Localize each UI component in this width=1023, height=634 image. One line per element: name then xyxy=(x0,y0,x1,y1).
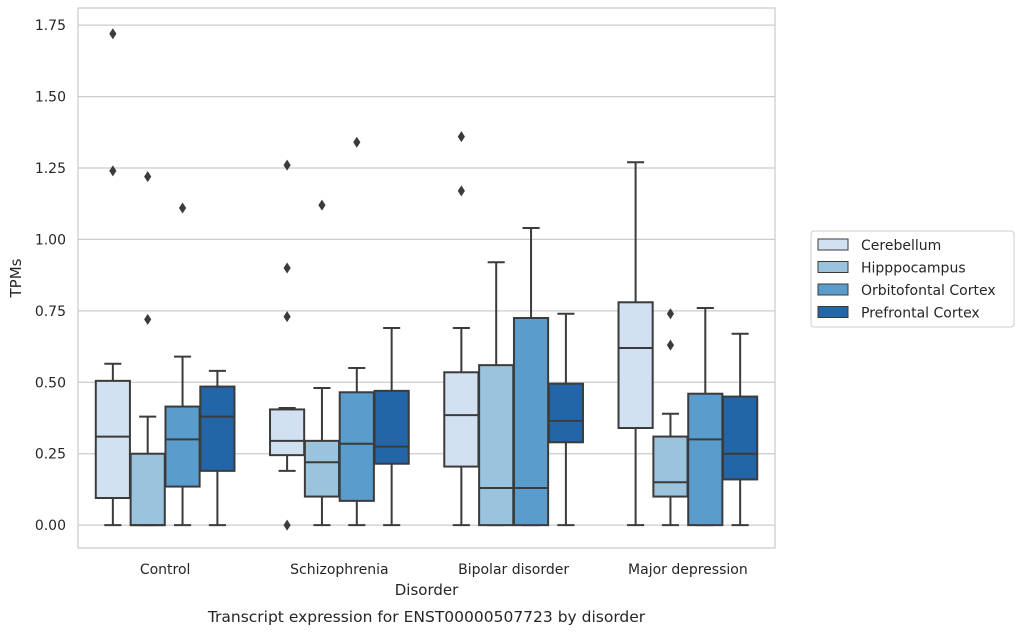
box-cerebellum xyxy=(443,131,480,527)
outlier-point xyxy=(283,519,291,531)
box-hipppocampus xyxy=(303,199,341,527)
iqr-box xyxy=(129,452,166,527)
x-tick-label: Bipolar disorder xyxy=(458,562,569,578)
boxes xyxy=(94,28,759,531)
outlier-point xyxy=(109,165,117,177)
legend-entry: Cerebellum xyxy=(861,238,941,254)
chart-caption: Transcript expression for ENST0000050772… xyxy=(207,608,646,626)
box-prefrontal-cortex xyxy=(722,332,759,527)
iqr-box xyxy=(722,395,759,481)
legend-frame xyxy=(810,230,1015,328)
iqr-box xyxy=(303,439,341,498)
iqr-box xyxy=(478,364,515,527)
iqr-box xyxy=(199,385,236,472)
box-hipppocampus xyxy=(478,261,515,527)
y-tick-label: 0.25 xyxy=(35,447,66,463)
box-cerebellum xyxy=(94,28,131,527)
legend-entry: Hipppocampus xyxy=(861,261,966,277)
box-hipppocampus xyxy=(129,171,166,527)
iqr-box xyxy=(652,435,689,498)
legend-swatch xyxy=(817,306,849,318)
iqr-box xyxy=(687,392,724,527)
y-tick-label: 1.75 xyxy=(35,18,66,34)
iqr-box xyxy=(373,389,410,465)
iqr-box xyxy=(338,391,375,502)
iqr-box xyxy=(512,317,550,527)
box-orbitofontal-cortex xyxy=(164,202,201,527)
outlier-point xyxy=(144,171,152,183)
iqr-box xyxy=(617,301,654,429)
outlier-point xyxy=(283,159,291,171)
y-axis-label: TPMs xyxy=(7,258,25,298)
box-orbitofontal-cortex xyxy=(338,136,375,527)
y-tick-label: 0.50 xyxy=(35,375,66,391)
outlier-point xyxy=(353,136,361,148)
legend-entry: Prefrontal Cortex xyxy=(861,306,980,322)
box-hipppocampus xyxy=(652,308,689,527)
box-prefrontal-cortex xyxy=(547,312,584,527)
outlier-point xyxy=(666,339,675,351)
legend: Cerebellum Hipppocampus Orbitofontal Corte… xyxy=(810,230,1015,328)
outlier-point xyxy=(457,131,465,143)
y-tick-label: 1.50 xyxy=(35,90,66,106)
y-tick-label: 0.75 xyxy=(35,304,66,320)
box-prefrontal-cortex xyxy=(199,369,236,527)
legend-swatch xyxy=(817,283,849,296)
x-axis-label: Disorder xyxy=(395,581,459,599)
box-cerebellum xyxy=(269,159,306,531)
legend-entry: Orbitofontal Cortex xyxy=(861,283,996,299)
outlier-point xyxy=(666,308,675,320)
box-orbitofontal-cortex xyxy=(687,307,724,527)
legend-swatch xyxy=(817,238,849,251)
y-tick-label: 1.25 xyxy=(35,161,66,177)
iqr-box xyxy=(547,382,584,444)
box-cerebellum xyxy=(617,161,654,527)
x-tick-labels: Control Schizophrenia Bipolar disorder Majo… xyxy=(140,562,748,578)
x-tick-label: Schizophrenia xyxy=(290,562,388,578)
legend-swatch xyxy=(817,261,849,273)
iqr-box xyxy=(164,405,201,488)
box-prefrontal-cortex xyxy=(373,327,410,527)
iqr-box xyxy=(443,371,480,468)
y-tick-label: 1.00 xyxy=(35,232,66,248)
outlier-point xyxy=(457,185,465,197)
plot-area xyxy=(77,7,776,549)
outlier-point xyxy=(144,313,152,325)
y-tick-labels: 0.00 0.25 0.50 0.75 1.00 1.25 1.50 1.75 xyxy=(35,18,66,534)
iqr-box xyxy=(94,379,131,500)
outlier-point xyxy=(109,28,117,40)
outlier-point xyxy=(318,199,326,211)
outlier-point xyxy=(178,202,187,214)
x-tick-label: Control xyxy=(140,562,191,578)
box-orbitofontal-cortex xyxy=(512,227,550,527)
iqr-box xyxy=(269,408,306,457)
x-tick-label: Major depression xyxy=(628,562,748,578)
outlier-point xyxy=(283,262,291,274)
y-tick-label: 0.00 xyxy=(35,518,66,534)
outlier-point xyxy=(283,311,291,323)
